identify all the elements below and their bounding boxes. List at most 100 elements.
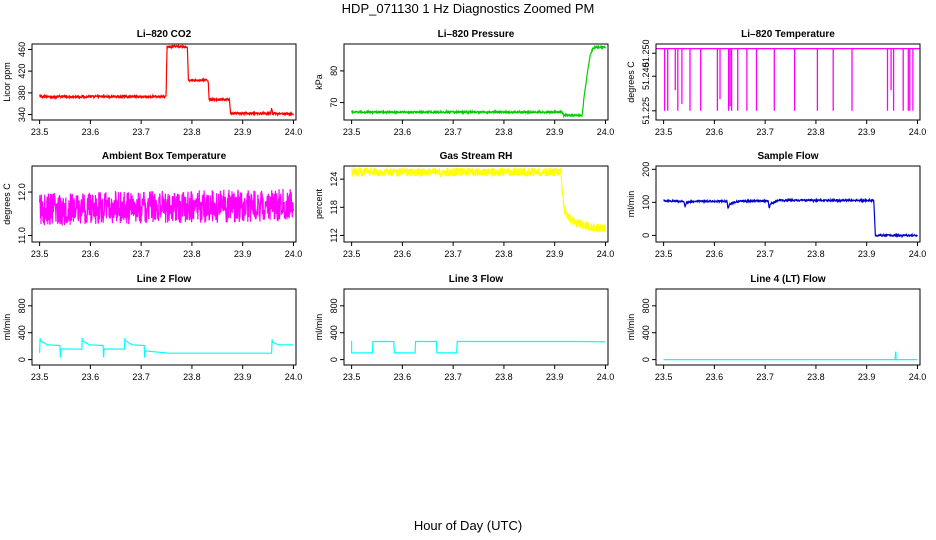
series-line [663, 197, 918, 239]
x-tick-label: 24.0 [909, 372, 927, 382]
plot-frame [655, 43, 921, 121]
y-axis: 112 118 124 [329, 172, 344, 243]
y-axis: 0 400 800 [641, 298, 656, 362]
y-axis: 70 80 [329, 66, 344, 108]
x-tick-label: 23.7 [756, 372, 774, 382]
x-tick-label: 23.6 [82, 372, 100, 382]
x-tick-label: 23.6 [82, 249, 100, 259]
figure-title: HDP_071130 1 Hz Diagnostics Zoomed PM [341, 1, 595, 16]
y-tick-label: 112 [329, 228, 339, 242]
x-tick-label: 23.9 [234, 127, 252, 137]
x-axis: 23.5 23.6 23.7 23.8 23.9 24.0 [31, 120, 302, 137]
x-tick-label: 23.9 [858, 372, 876, 382]
y-tick-label: 51.240 [641, 62, 651, 90]
panel-title: Line 4 (LT) Flow [750, 274, 826, 285]
x-tick-label: 23.9 [858, 249, 876, 259]
x-tick-label: 24.0 [597, 372, 615, 382]
y-axis-label: ml/min [314, 314, 324, 341]
series-line [39, 188, 295, 226]
x-tick-label: 24.0 [909, 249, 927, 259]
panel-title: Li–820 Pressure [438, 29, 515, 40]
x-tick-label: 24.0 [285, 249, 303, 259]
y-axis-label: ml/min [626, 314, 636, 341]
x-tick-label: 24.0 [909, 127, 927, 137]
series-line [663, 351, 918, 361]
panel-title: Sample Flow [757, 151, 818, 162]
y-axis: 0 400 800 [17, 298, 32, 362]
y-tick-label: 400 [329, 325, 339, 340]
y-tick-label: 51.250 [641, 39, 651, 67]
y-tick-label: 118 [329, 200, 339, 214]
x-tick-label: 23.7 [132, 249, 150, 259]
x-axis: 23.5 23.6 23.7 23.8 23.9 24.0 [31, 365, 302, 382]
plot-frame [343, 165, 609, 243]
x-tick-label: 24.0 [285, 372, 303, 382]
x-tick-label: 23.7 [444, 372, 462, 382]
y-tick-label: 80 [329, 66, 339, 76]
y-tick-label: 340 [17, 107, 27, 122]
x-tick-label: 23.6 [394, 249, 412, 259]
figure-x-axis-label: Hour of Day (UTC) [413, 518, 523, 533]
x-tick-label: 23.6 [394, 372, 412, 382]
y-tick-label: 0 [641, 233, 651, 238]
x-tick-label: 23.7 [132, 372, 150, 382]
series-line [656, 47, 920, 111]
y-tick-label: 12.0 [17, 183, 27, 201]
x-tick-label: 23.8 [495, 249, 513, 259]
y-tick-label: 400 [641, 325, 651, 340]
y-axis-label: Licor ppm [2, 62, 12, 102]
x-tick-label: 23.5 [31, 127, 49, 137]
plot-frame [31, 43, 297, 121]
x-tick-label: 23.8 [183, 127, 201, 137]
panel-6: Sample Flow 23.5 23.6 23.7 23.8 23.9 24.0 0 100 2… [626, 151, 926, 259]
plot-frame [31, 288, 297, 366]
series-line [39, 337, 294, 358]
panel-1: Li–820 CO2 23.5 23.6 23.7 23.8 23.9 24.0 340 380… [2, 29, 302, 137]
panel-title: Ambient Box Temperature [102, 151, 227, 162]
x-tick-label: 23.6 [82, 127, 100, 137]
panel-9: Line 4 (LT) Flow 23.5 23.6 23.7 23.8 23.9 24.0… [626, 274, 926, 382]
y-axis: 0 100 200 [641, 162, 656, 238]
series-line [351, 340, 606, 354]
x-tick-label: 23.5 [343, 249, 361, 259]
x-tick-label: 23.8 [807, 372, 825, 382]
x-tick-label: 23.5 [31, 249, 49, 259]
y-tick-label: 100 [641, 195, 651, 210]
panel-2: Li–820 Pressure 23.5 23.6 23.7 23.8 23.9 24.0 7… [314, 29, 614, 137]
panel-title: Line 3 Flow [449, 274, 504, 285]
x-tick-label: 23.5 [31, 372, 49, 382]
x-tick-label: 23.7 [444, 127, 462, 137]
y-axis-label: percent [314, 188, 324, 219]
y-tick-label: 400 [17, 325, 27, 340]
x-tick-label: 23.9 [546, 127, 564, 137]
plot-frame [31, 165, 297, 243]
x-tick-label: 23.5 [655, 249, 673, 259]
x-tick-label: 23.8 [807, 127, 825, 137]
x-tick-label: 23.6 [394, 127, 412, 137]
y-tick-label: 800 [329, 298, 339, 313]
x-axis: 23.5 23.6 23.7 23.8 23.9 24.0 [655, 365, 926, 382]
series-line [351, 166, 607, 233]
x-tick-label: 23.8 [807, 249, 825, 259]
x-tick-label: 23.6 [706, 249, 724, 259]
x-tick-label: 23.9 [234, 372, 252, 382]
y-axis-label: kPa [314, 74, 324, 90]
x-tick-label: 23.6 [706, 127, 724, 137]
y-tick-label: 51.225 [641, 97, 651, 125]
y-tick-label: 200 [641, 162, 651, 177]
y-axis-label: degrees C [2, 183, 12, 225]
series-line [351, 44, 607, 119]
x-tick-label: 23.5 [655, 372, 673, 382]
y-axis-label: ml/min [2, 314, 12, 341]
series-line [39, 44, 294, 118]
x-tick-label: 23.9 [546, 249, 564, 259]
panel-title: Li–820 CO2 [137, 29, 192, 40]
panel-title: Line 2 Flow [137, 274, 192, 285]
x-tick-label: 23.6 [706, 372, 724, 382]
x-axis: 23.5 23.6 23.7 23.8 23.9 24.0 [655, 242, 926, 259]
y-tick-label: 11.0 [17, 227, 27, 244]
x-tick-label: 23.7 [444, 249, 462, 259]
